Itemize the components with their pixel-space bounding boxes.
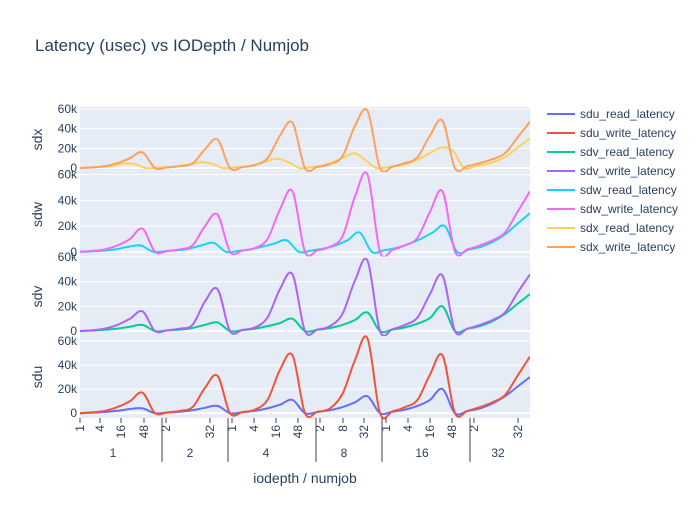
- legend-label: sdw_read_latency: [580, 183, 677, 197]
- x-tick-label: 2: [467, 425, 481, 432]
- series-sdw_write_latency[interactable]: [80, 171, 530, 259]
- x-tick-label: 16: [423, 425, 437, 439]
- x-tick-label: 4: [93, 425, 107, 432]
- y-tick-label: 60k: [58, 334, 78, 348]
- y-tick-label: 0: [70, 406, 77, 420]
- series-sdx_write_latency[interactable]: [80, 108, 530, 173]
- y-tick-label: 20k: [58, 382, 78, 396]
- x-tick-label: 48: [445, 425, 459, 439]
- legend-item-sdu_write_latency[interactable]: sdu_write_latency: [547, 126, 676, 140]
- x-tick-label: 16: [114, 425, 128, 439]
- x-tick-label: 1: [379, 425, 393, 432]
- y-axis-title: sdw: [29, 201, 45, 227]
- x-tick-label: 32: [511, 425, 525, 439]
- y-axis-title: sdv: [29, 286, 45, 308]
- legend-label: sdu_write_latency: [580, 126, 676, 140]
- legend[interactable]: sdu_read_latency sdu_write_latency sdv_rea…: [547, 107, 678, 254]
- subplot-sdv: 0 20k 40k 60k sdv: [29, 250, 530, 338]
- x-tick-label: 8: [336, 425, 350, 432]
- legend-label: sdx_read_latency: [580, 221, 674, 235]
- x-tick-label: 1: [73, 425, 87, 432]
- y-axis-title: sdx: [29, 129, 45, 151]
- legend-item-sdu_read_latency[interactable]: sdu_read_latency: [547, 107, 675, 121]
- x-tick-label: 16: [269, 425, 283, 439]
- legend-item-sdw_write_latency[interactable]: sdw_write_latency: [547, 202, 678, 216]
- x-axis: 1 4 16 48 2 32 1 4 16 48 2 8 32 1 4 16 48 2 321 2 4 8 16 32: [73, 418, 525, 462]
- y-tick-label: 60k: [58, 102, 78, 116]
- x-group-label: 32: [491, 446, 505, 460]
- legend-label: sdx_write_latency: [580, 240, 675, 254]
- y-tick-label: 40k: [58, 122, 78, 136]
- series-sdu_write_latency[interactable]: [80, 335, 530, 420]
- x-group-label: 1: [110, 446, 117, 460]
- y-tick-label: 40k: [58, 193, 78, 207]
- y-tick-label: 20k: [58, 219, 78, 233]
- y-tick-label: 20k: [58, 141, 78, 155]
- y-tick-label: 20k: [58, 299, 78, 313]
- x-tick-label: 32: [357, 425, 371, 439]
- x-group-label: 4: [263, 446, 270, 460]
- x-tick-label: 32: [203, 425, 217, 439]
- x-tick-label: 48: [137, 425, 151, 439]
- subplot-sdu: 0 20k 40k 60k sdu: [29, 334, 530, 420]
- y-axis-title: sdu: [29, 366, 45, 389]
- x-group-label: 16: [415, 446, 429, 460]
- x-tick-label: 48: [291, 425, 305, 439]
- chart-title: Latency (usec) vs IODepth / Numjob: [35, 36, 309, 55]
- plot-background: [80, 257, 530, 336]
- x-axis-title: iodepth / numjob: [253, 470, 357, 486]
- plot-background: [80, 107, 530, 172]
- y-tick-label: 40k: [58, 358, 78, 372]
- legend-item-sdx_write_latency[interactable]: sdx_write_latency: [547, 240, 675, 254]
- legend-label: sdv_write_latency: [580, 164, 675, 178]
- legend-item-sdv_read_latency[interactable]: sdv_read_latency: [547, 145, 674, 159]
- y-tick-label: 0: [70, 245, 77, 259]
- plot-background: [80, 172, 530, 257]
- x-tick-label: 2: [313, 425, 327, 432]
- plot-background: [80, 336, 530, 418]
- x-group-label: 8: [341, 446, 348, 460]
- legend-item-sdx_read_latency[interactable]: sdx_read_latency: [547, 221, 674, 235]
- legend-label: sdu_read_latency: [580, 107, 675, 121]
- subplot-sdw: 0 20k 40k 60k sdw: [29, 168, 530, 259]
- x-tick-label: 4: [401, 425, 415, 432]
- subplots: 020k40k60ksdx020k40k60ksdw020k40k60ksdv0…: [29, 102, 530, 420]
- y-tick-label: 0: [70, 324, 77, 338]
- legend-label: sdv_read_latency: [580, 145, 674, 159]
- legend-label: sdw_write_latency: [580, 202, 678, 216]
- series-sdv_write_latency[interactable]: [80, 257, 530, 337]
- x-tick-label: 4: [247, 425, 261, 432]
- x-group-label: 2: [187, 446, 194, 460]
- legend-item-sdv_write_latency[interactable]: sdv_write_latency: [547, 164, 675, 178]
- y-tick-label: 60k: [58, 250, 78, 264]
- x-tick-label: 2: [159, 425, 173, 432]
- y-tick-label: 60k: [58, 168, 78, 182]
- y-tick-label: 40k: [58, 275, 78, 289]
- subplot-sdx: 0 20k 40k 60k sdx: [29, 102, 530, 175]
- y-tick-label: 0: [70, 161, 77, 175]
- legend-item-sdw_read_latency[interactable]: sdw_read_latency: [547, 183, 677, 197]
- x-tick-label: 1: [225, 425, 239, 432]
